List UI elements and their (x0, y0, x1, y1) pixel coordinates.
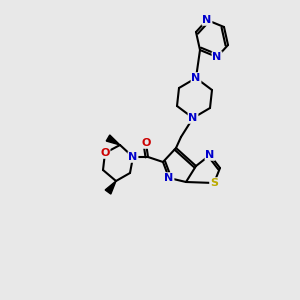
Text: O: O (100, 148, 110, 158)
Text: N: N (188, 113, 198, 123)
Text: N: N (164, 173, 174, 183)
Polygon shape (106, 135, 120, 145)
Text: N: N (212, 52, 222, 62)
Text: N: N (191, 73, 201, 83)
Polygon shape (105, 181, 116, 194)
Text: O: O (141, 138, 151, 148)
Text: S: S (210, 178, 218, 188)
Text: N: N (128, 152, 138, 162)
Text: N: N (202, 15, 211, 25)
Text: N: N (206, 150, 214, 160)
